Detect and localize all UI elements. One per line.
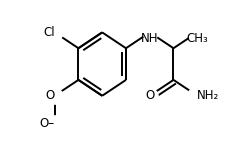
Text: NH: NH [141,32,158,45]
Text: NH₂: NH₂ [197,89,220,102]
Text: O–: O– [40,117,55,130]
Text: O: O [45,89,55,102]
Text: Cl: Cl [43,26,55,39]
Text: CH₃: CH₃ [186,32,208,45]
Text: O: O [145,89,154,102]
